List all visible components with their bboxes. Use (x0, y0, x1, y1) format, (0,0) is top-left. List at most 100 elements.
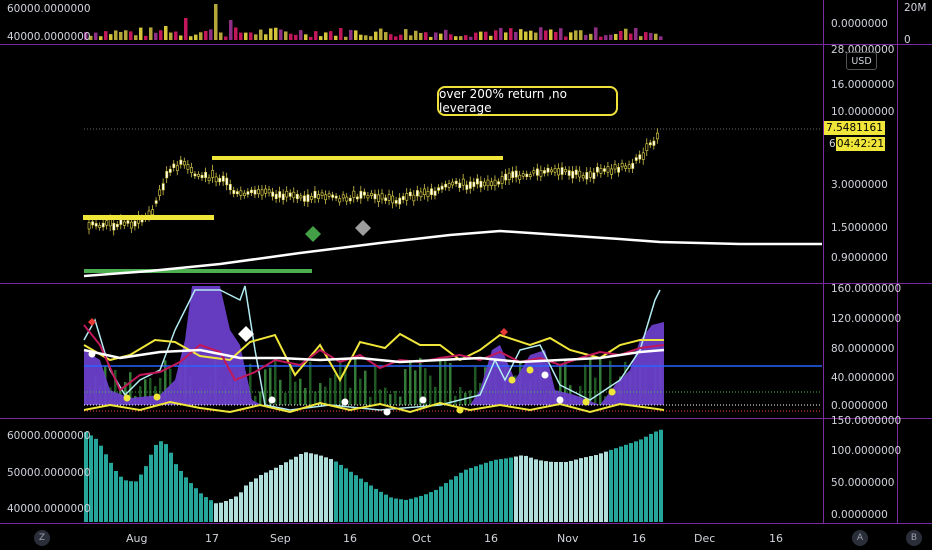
price-scale-border (823, 0, 824, 523)
bottom-histogram-bar (204, 497, 208, 522)
candle-body (588, 171, 592, 178)
candle-body (161, 183, 165, 191)
candle-body (603, 168, 606, 172)
bottom-histogram-bar (329, 459, 333, 522)
candle-body (341, 194, 345, 199)
signal-dot (88, 350, 96, 358)
candle-body (433, 190, 437, 196)
candle-body (130, 221, 133, 229)
volume-bar (499, 27, 503, 40)
volume-bar (439, 33, 443, 40)
volume-bar (284, 31, 288, 40)
osc-histogram-bar (259, 391, 262, 405)
osc-histogram-bar (274, 358, 277, 405)
candle-body (115, 224, 119, 228)
bottom-histogram-bar (554, 462, 558, 522)
bottom-histogram-bar (314, 454, 318, 522)
scale-b-button[interactable]: B (906, 530, 922, 546)
oscillator-red-line (83, 324, 665, 392)
candle-body (493, 179, 497, 186)
bottom-histogram-bar (379, 491, 383, 522)
candle-body (620, 163, 624, 168)
bottom-histogram-bar (104, 454, 108, 522)
candle-body (175, 165, 179, 171)
bottom-histogram-bar (119, 476, 123, 522)
x-label-sep: Sep (270, 532, 291, 545)
volume-bar (184, 18, 188, 40)
volume-bar (614, 33, 618, 40)
volume-bar (239, 32, 243, 40)
price-label-1-5: 1.5000000 (831, 222, 888, 234)
candle-body (451, 181, 455, 186)
bottom-histogram-bar (224, 500, 228, 522)
bottom-histogram-bar (644, 436, 648, 522)
volume-bar (209, 29, 213, 40)
bottom-histogram-bar (479, 464, 483, 522)
osc-label-40: 40.0000000 (831, 372, 895, 384)
currency-button[interactable]: USD (846, 52, 877, 70)
volume-bar (224, 36, 228, 40)
volume-bar (234, 27, 238, 40)
osc-histogram-bar (609, 360, 612, 405)
candle-body (567, 170, 571, 176)
osc-histogram-bar (129, 372, 132, 405)
candle-body (363, 191, 366, 196)
bottom-histogram-bar (509, 457, 513, 522)
zoom-button[interactable]: Z (34, 530, 50, 546)
volume-bar (514, 32, 518, 40)
bottom-histogram-bar (409, 498, 413, 522)
bottom-histogram-bar (614, 448, 618, 522)
candle-body (91, 221, 95, 226)
volume-bar (609, 34, 613, 40)
oscillator-dots (88, 318, 616, 416)
candle-body (437, 187, 440, 191)
bottom-histogram-bar (229, 498, 233, 522)
auto-scale-button[interactable]: A (852, 530, 868, 546)
volume-bar (334, 35, 338, 40)
osc-histogram-bar (334, 374, 337, 405)
candle-body (454, 180, 458, 184)
pane-separator-2 (0, 283, 932, 284)
candle-body (539, 170, 543, 177)
osc-histogram-bar (329, 377, 332, 405)
bottom-histogram-bar (649, 433, 653, 522)
osc-histogram-bar (454, 395, 457, 405)
volume-bar (134, 35, 138, 40)
candle-body (564, 169, 568, 173)
bottom-histogram-bar (154, 444, 158, 522)
candle-body (645, 143, 649, 151)
bottom-histogram-bar (99, 445, 103, 522)
bottom-histogram-bar (254, 478, 258, 522)
candle-body (377, 194, 380, 202)
candle-body (430, 188, 433, 195)
osc-histogram-bar (324, 386, 327, 405)
volume-bar (529, 30, 533, 40)
candle-body (348, 197, 352, 202)
bottom-histogram-bar (584, 457, 588, 522)
volume-bar (549, 29, 553, 40)
volume-bar (89, 35, 93, 40)
osc-histogram-bar (374, 366, 377, 405)
osc-histogram-bar (379, 389, 382, 405)
candle-body (458, 182, 462, 188)
candle-body (504, 173, 508, 181)
candle-body (528, 174, 532, 177)
x-label-16a: 16 (343, 532, 357, 545)
volume-bar (269, 28, 273, 40)
bottom-histogram-bar (284, 462, 288, 522)
volume-bar (594, 27, 598, 40)
bottom-histogram-bar (484, 462, 488, 522)
volume-bar (459, 36, 463, 40)
osc-histogram-bar (164, 360, 167, 405)
volume-bar (259, 29, 263, 40)
pane-separator-3 (0, 418, 932, 419)
oscillator-white-line (83, 348, 665, 364)
annotation-callout[interactable]: over 200% return ,no leverage (437, 86, 618, 116)
bottom-histogram (84, 429, 663, 522)
resistance-line (212, 156, 503, 160)
x-label-aug: Aug (126, 532, 148, 545)
candle-body (617, 167, 621, 173)
volume-bar (424, 32, 428, 40)
volume-bar (429, 36, 433, 40)
